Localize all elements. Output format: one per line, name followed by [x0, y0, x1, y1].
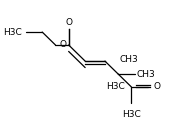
- Text: H3C: H3C: [3, 28, 22, 37]
- Text: CH3: CH3: [120, 55, 139, 64]
- Text: O: O: [154, 82, 161, 91]
- Text: H3C: H3C: [106, 82, 125, 91]
- Text: O: O: [59, 40, 66, 49]
- Text: H3C: H3C: [122, 110, 141, 119]
- Text: CH3: CH3: [136, 70, 155, 79]
- Text: O: O: [65, 18, 72, 27]
